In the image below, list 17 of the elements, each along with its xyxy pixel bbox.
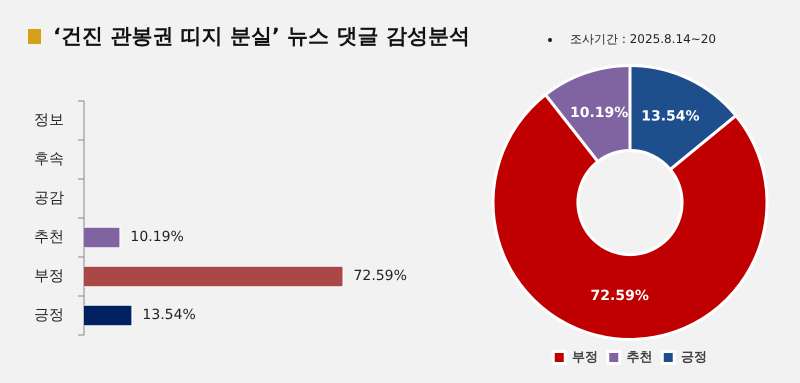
y-tick-label: 부정: [34, 266, 64, 284]
data-label: 10.19%: [570, 104, 628, 121]
data-label: 72.59%: [590, 288, 649, 304]
data-label: 72.59%: [354, 268, 407, 284]
chart-subtitle: 조사기간 : 2025.8.14~20: [570, 31, 716, 48]
y-tick-label: 후속: [34, 149, 64, 168]
chart-title: ‘건진 관봉권 띠지 분실’ 뉴스 댓글 감성분석: [53, 23, 470, 50]
legend-label: 추천: [626, 350, 652, 365]
y-tick-label: 공감: [34, 188, 64, 206]
y-tick-label: 긍정: [34, 305, 64, 324]
y-tick-label: 정보: [34, 110, 64, 128]
legend-label: 부정: [572, 350, 598, 365]
y-tick-label: 추천: [34, 227, 64, 246]
data-label: 10.19%: [130, 229, 184, 246]
data-label: 13.54%: [641, 108, 700, 125]
legend-label: 긍정: [680, 350, 707, 365]
data-label: 13.54%: [142, 307, 196, 324]
